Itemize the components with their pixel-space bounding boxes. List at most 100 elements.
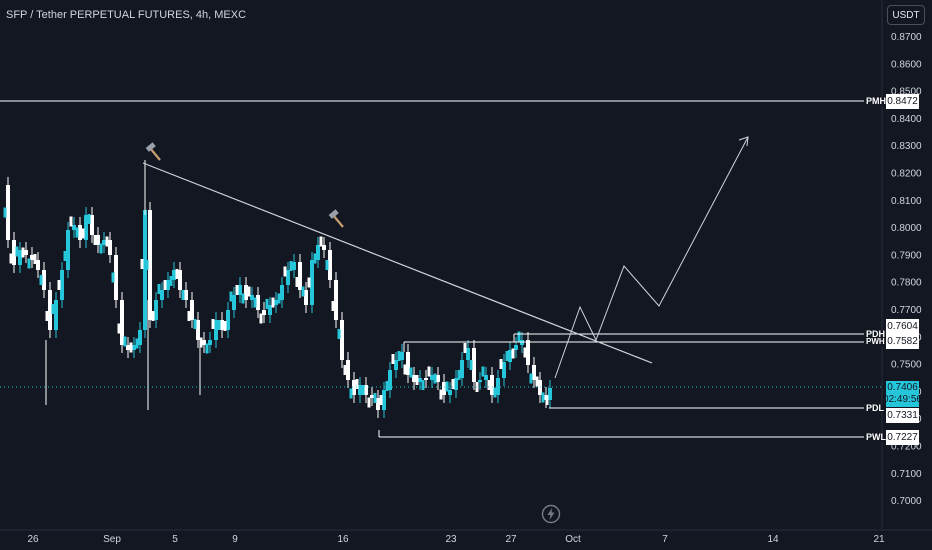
candle-body <box>415 375 419 385</box>
time-tick-label: 7 <box>662 534 668 545</box>
candle-body <box>21 247 25 258</box>
candle-body <box>33 254 37 264</box>
candle-body <box>436 375 440 382</box>
candle-body <box>205 343 209 354</box>
candle-body <box>454 378 458 390</box>
price-tick-label: 0.7700 <box>891 305 922 316</box>
price-tick-label: 0.8000 <box>891 223 922 234</box>
candle-body <box>190 300 194 320</box>
time-tick-label: Oct <box>565 534 581 545</box>
candle-body <box>469 360 473 370</box>
candle-body <box>63 251 67 261</box>
time-tick-label: 9 <box>232 534 238 545</box>
candle-body <box>286 270 290 285</box>
candle-body <box>235 285 239 295</box>
candle-body <box>184 290 188 300</box>
candle-body <box>313 253 317 264</box>
candle-body <box>277 293 281 304</box>
price-label-pdl: 0.7331 <box>886 408 919 423</box>
price-tick-label: 0.7000 <box>891 496 922 507</box>
price-tick-label: 0.8200 <box>891 169 922 180</box>
time-tick-label: 14 <box>767 534 779 545</box>
candle-body <box>307 277 311 288</box>
candle-body <box>340 320 344 360</box>
candle-body <box>439 389 443 400</box>
candle-body <box>129 342 133 353</box>
candle-body <box>220 320 224 330</box>
candle-body <box>24 250 28 255</box>
candle-body <box>57 280 61 290</box>
candle-body <box>352 380 356 395</box>
candle-body <box>316 245 320 260</box>
price-tick-label: 0.7200 <box>891 442 922 453</box>
candle-body <box>268 305 272 315</box>
candle-body <box>460 360 464 378</box>
candle-body <box>412 375 416 382</box>
candle-body <box>169 276 173 286</box>
candle-body <box>214 320 218 340</box>
candle-body <box>175 269 179 279</box>
currency-button[interactable]: USDT <box>887 5 925 25</box>
candle-body <box>90 215 94 235</box>
candle-body <box>181 290 185 300</box>
candle-body <box>334 280 338 320</box>
descending-trendline[interactable] <box>142 162 653 364</box>
candle-body <box>244 285 248 300</box>
candle-body <box>367 397 371 408</box>
candle-body <box>304 290 308 305</box>
candle-body <box>3 207 7 218</box>
candle-body <box>166 280 170 290</box>
candle-body <box>490 375 494 395</box>
price-tick-label: 0.7900 <box>891 250 922 261</box>
candles <box>3 160 552 418</box>
current-price-label: 0.7406 02:49:56 <box>883 381 922 407</box>
projection-arrowhead <box>738 136 749 147</box>
level-tag-pmh: PMH <box>866 96 886 106</box>
time-axis-ticks: 26 Sep 5 9 16 23 27 Oct 7 14 21 <box>27 534 885 545</box>
time-tick-label: Sep <box>103 534 121 545</box>
candle-body <box>328 250 332 280</box>
candle-body <box>457 370 461 380</box>
candle-body <box>466 348 470 360</box>
candle-body <box>409 367 413 378</box>
candle-body <box>382 390 386 410</box>
candle-body <box>193 319 197 329</box>
projection-path[interactable] <box>554 136 749 379</box>
candle-body <box>505 351 509 361</box>
candle-body <box>322 245 326 250</box>
candle-body <box>493 387 497 398</box>
candle-body <box>250 295 254 300</box>
candle-body <box>211 319 215 329</box>
candle-body <box>358 385 362 395</box>
candle-body <box>84 215 88 240</box>
price-label-pwl: 0.7227 <box>886 430 919 445</box>
candle-body <box>39 275 43 285</box>
candle-body <box>283 266 287 277</box>
lightning-icon[interactable] <box>541 504 561 524</box>
candle-body <box>451 379 455 389</box>
candle-body <box>238 285 242 295</box>
candle-body <box>108 240 112 255</box>
candle-body <box>394 360 398 370</box>
level-tag-pdh: PDH <box>866 329 886 339</box>
candle-body <box>148 210 152 320</box>
candle-body <box>132 345 136 350</box>
hammer-icon <box>145 142 161 161</box>
candle-body <box>388 370 392 390</box>
candle-body <box>418 378 422 382</box>
candle-body <box>143 210 147 330</box>
price-tick-label: 0.8100 <box>891 196 922 207</box>
candle-body <box>163 280 167 290</box>
candle-body <box>430 375 434 380</box>
price-tick-label: 0.8500 <box>891 87 922 98</box>
candle-body <box>427 366 431 377</box>
candle-body <box>75 227 79 238</box>
candle-body <box>262 310 266 315</box>
candle-body <box>487 380 491 390</box>
candle-body <box>154 300 158 320</box>
candle-body <box>15 246 19 257</box>
candle-body <box>87 214 91 224</box>
candle-body <box>138 330 142 345</box>
candle-body <box>117 323 121 334</box>
